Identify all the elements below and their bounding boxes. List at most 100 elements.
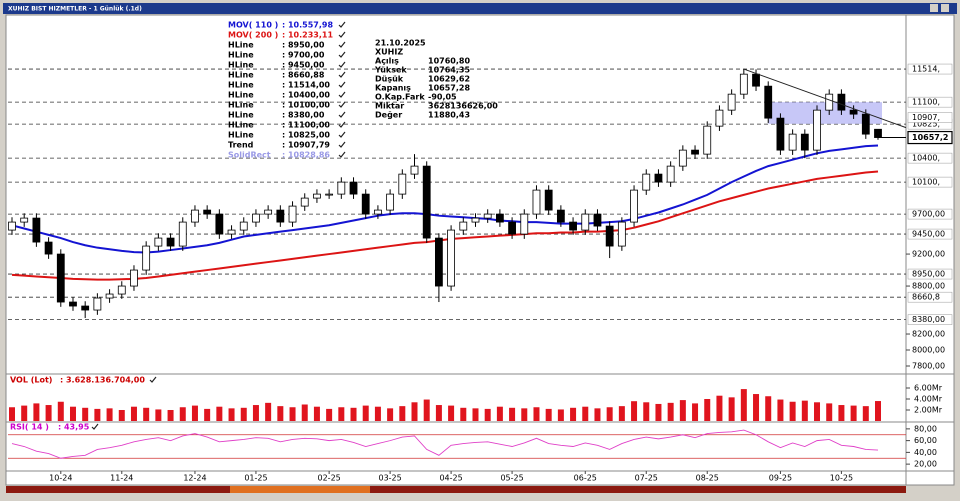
candle-body bbox=[398, 173, 407, 195]
y-tick-label: 8800,00 bbox=[912, 282, 945, 291]
visibility-check bbox=[149, 376, 157, 383]
volume-bar bbox=[826, 403, 833, 421]
volume-bar bbox=[106, 408, 113, 421]
volume-bar bbox=[45, 405, 52, 421]
candle-body bbox=[764, 85, 773, 119]
candle-body bbox=[581, 213, 590, 231]
axis-tag: 9700,00 bbox=[912, 210, 945, 219]
candle-body bbox=[349, 181, 358, 195]
candle-body bbox=[593, 213, 602, 227]
volume-bar bbox=[69, 406, 76, 421]
x-tick-label: 06-25 bbox=[574, 474, 597, 483]
candle-body bbox=[483, 213, 492, 219]
legend-name: HLine bbox=[228, 101, 254, 110]
legend-name: HLine bbox=[228, 41, 254, 50]
volume-bar bbox=[704, 398, 711, 421]
volume-bar bbox=[252, 405, 259, 421]
volume-bar bbox=[435, 405, 442, 421]
candle-body bbox=[227, 229, 236, 235]
candle-body bbox=[605, 225, 614, 247]
volume-bar bbox=[582, 406, 589, 421]
window-title: XUHIZ BIST HIZMETLER - 1 Günlük (.1d) bbox=[8, 6, 142, 13]
legend-value: : 10100,00 bbox=[282, 101, 330, 110]
info-symbol: XUHIZ bbox=[375, 48, 403, 57]
last-price-tag: 10657,2 bbox=[912, 133, 948, 142]
volume-bar bbox=[557, 409, 564, 421]
volume-bar bbox=[472, 408, 479, 421]
minimize-button[interactable] bbox=[930, 4, 938, 12]
axis-tag: 8660,8 bbox=[912, 293, 940, 302]
legend-value: : 8380,00 bbox=[282, 111, 325, 120]
volume-bar bbox=[228, 408, 235, 421]
visibility-check bbox=[338, 141, 346, 148]
candle-body bbox=[691, 149, 699, 155]
volume-bar bbox=[740, 389, 747, 421]
visibility-check bbox=[338, 101, 346, 108]
volume-bar bbox=[618, 406, 625, 421]
x-tick-label: 02-25 bbox=[318, 474, 341, 483]
volume-bar bbox=[460, 407, 467, 421]
volume-bar bbox=[838, 405, 845, 421]
legend-value: : 10.233,11 bbox=[282, 31, 333, 40]
y-tick-label: 40,00 bbox=[914, 448, 937, 457]
close-button[interactable] bbox=[941, 4, 949, 12]
volume-bar bbox=[57, 401, 64, 421]
legend-name: HLine bbox=[228, 51, 254, 60]
legend-value: : 11514,00 bbox=[282, 81, 330, 90]
axis-tag: 10825, bbox=[912, 120, 940, 129]
candle-body bbox=[630, 189, 638, 223]
volume-bar bbox=[350, 407, 357, 421]
volume-bar bbox=[338, 407, 345, 421]
volume-bar bbox=[387, 408, 394, 421]
visibility-check bbox=[91, 423, 99, 430]
axis-tag: 11100, bbox=[912, 98, 940, 107]
candle-body bbox=[191, 209, 199, 223]
visibility-check bbox=[338, 111, 346, 118]
volume-bar bbox=[570, 407, 577, 421]
candle-body bbox=[361, 193, 370, 215]
volume-bar bbox=[862, 406, 869, 421]
legend-value: : 10400,00 bbox=[282, 91, 330, 100]
info-value: -90,05 bbox=[428, 93, 457, 102]
axis-tag-box bbox=[907, 268, 953, 280]
x-tick-label: 10-25 bbox=[830, 474, 853, 483]
candle-body bbox=[849, 109, 858, 115]
volume-bar bbox=[814, 402, 821, 421]
volume-bar bbox=[484, 408, 491, 421]
volume-bar bbox=[533, 407, 540, 421]
volume-bar bbox=[448, 405, 455, 421]
x-tick-label: 12-24 bbox=[183, 474, 206, 483]
y-tick-label: 9200,00 bbox=[912, 250, 945, 259]
legend-name: HLine bbox=[228, 91, 254, 100]
axis-tag: 8380,00 bbox=[912, 315, 945, 324]
scroll-thumb[interactable] bbox=[230, 486, 370, 493]
candle-body bbox=[495, 213, 504, 223]
volume-bar bbox=[143, 407, 150, 421]
volume-bar bbox=[423, 399, 430, 421]
volume-bar bbox=[850, 405, 857, 421]
scrollbar[interactable] bbox=[6, 486, 906, 493]
candle-body bbox=[556, 209, 565, 223]
info-value: 10760,80 bbox=[428, 57, 470, 66]
candle-body bbox=[874, 128, 882, 138]
y-tick-label: 7800,00 bbox=[912, 362, 945, 371]
candle-body bbox=[825, 93, 834, 111]
volume-bar bbox=[301, 404, 308, 421]
legend-name: HLine bbox=[228, 81, 254, 90]
candle-body bbox=[520, 213, 529, 235]
candle-body bbox=[166, 237, 175, 247]
axis-tag: 11514, bbox=[912, 65, 940, 74]
visibility-check bbox=[338, 21, 346, 28]
x-tick-label: 11-24 bbox=[110, 474, 133, 483]
volume-bar bbox=[289, 407, 296, 421]
candle-body bbox=[776, 117, 785, 151]
axis-tag: 10400, bbox=[912, 154, 940, 163]
x-tick-label: 09-25 bbox=[769, 474, 792, 483]
candle-body bbox=[252, 213, 260, 223]
candle-body bbox=[142, 245, 151, 271]
volume-bar bbox=[277, 406, 284, 421]
visibility-check bbox=[338, 61, 346, 68]
candle-body bbox=[130, 269, 138, 287]
volume-bar bbox=[765, 396, 772, 421]
